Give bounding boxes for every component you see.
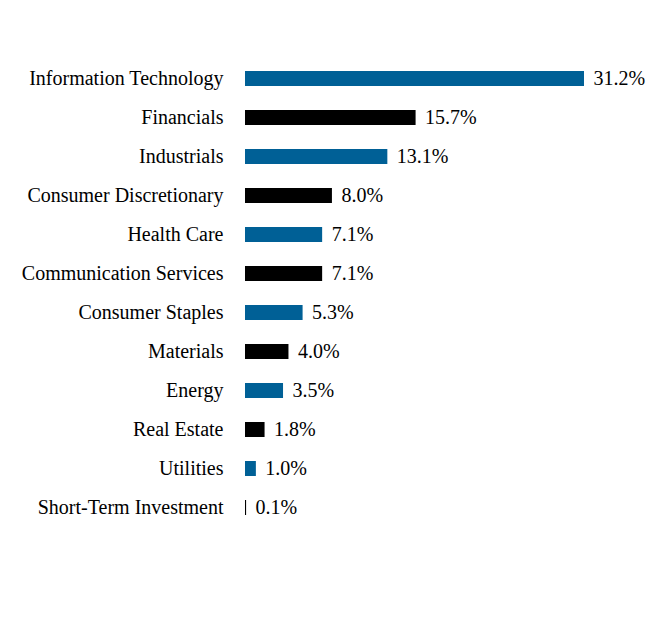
svg-text:5.3%: 5.3% <box>312 301 354 323</box>
svg-text:1.0%: 1.0% <box>265 457 307 479</box>
svg-text:1.8%: 1.8% <box>274 418 316 440</box>
svg-text:Real Estate: Real Estate <box>133 418 224 440</box>
svg-text:0.1%: 0.1% <box>256 496 298 518</box>
svg-text:15.7%: 15.7% <box>425 106 477 128</box>
svg-text:Information Technology: Information Technology <box>29 67 223 90</box>
svg-text:8.0%: 8.0% <box>341 184 383 206</box>
svg-text:Industrials: Industrials <box>139 145 224 167</box>
svg-text:Utilities: Utilities <box>159 457 224 479</box>
svg-text:Health Care: Health Care <box>127 223 223 245</box>
svg-text:Communication Services: Communication Services <box>22 262 224 284</box>
svg-text:Financials: Financials <box>141 106 223 128</box>
svg-text:31.2%: 31.2% <box>594 67 646 89</box>
svg-text:7.1%: 7.1% <box>332 223 374 245</box>
svg-text:Consumer Discretionary: Consumer Discretionary <box>27 184 223 207</box>
svg-text:Energy: Energy <box>166 379 223 402</box>
svg-text:Consumer Staples: Consumer Staples <box>79 301 224 324</box>
svg-text:7.1%: 7.1% <box>332 262 374 284</box>
svg-text:3.5%: 3.5% <box>293 379 335 401</box>
svg-text:Materials: Materials <box>148 340 224 362</box>
svg-text:13.1%: 13.1% <box>397 145 449 167</box>
svg-text:4.0%: 4.0% <box>298 340 340 362</box>
svg-text:Short-Term Investment: Short-Term Investment <box>38 496 224 518</box>
